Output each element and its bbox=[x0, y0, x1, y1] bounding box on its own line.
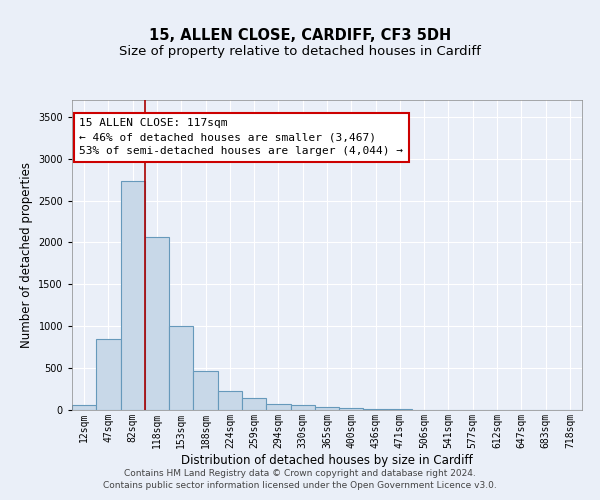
Text: 15 ALLEN CLOSE: 117sqm
← 46% of detached houses are smaller (3,467)
53% of semi-: 15 ALLEN CLOSE: 117sqm ← 46% of detached… bbox=[79, 118, 403, 156]
Text: 15, ALLEN CLOSE, CARDIFF, CF3 5DH: 15, ALLEN CLOSE, CARDIFF, CF3 5DH bbox=[149, 28, 451, 42]
Bar bbox=[96, 339, 121, 410]
Bar bbox=[339, 408, 364, 410]
Bar bbox=[364, 408, 388, 410]
Bar bbox=[145, 238, 169, 410]
Bar bbox=[242, 398, 266, 410]
Bar bbox=[169, 326, 193, 410]
Bar bbox=[218, 390, 242, 410]
Bar bbox=[193, 372, 218, 410]
Bar bbox=[266, 404, 290, 410]
Bar bbox=[72, 404, 96, 410]
Bar bbox=[121, 182, 145, 410]
Bar bbox=[315, 407, 339, 410]
Text: Contains HM Land Registry data © Crown copyright and database right 2024.
Contai: Contains HM Land Registry data © Crown c… bbox=[103, 468, 497, 490]
Bar bbox=[290, 406, 315, 410]
X-axis label: Distribution of detached houses by size in Cardiff: Distribution of detached houses by size … bbox=[181, 454, 473, 466]
Y-axis label: Number of detached properties: Number of detached properties bbox=[20, 162, 32, 348]
Text: Size of property relative to detached houses in Cardiff: Size of property relative to detached ho… bbox=[119, 45, 481, 58]
